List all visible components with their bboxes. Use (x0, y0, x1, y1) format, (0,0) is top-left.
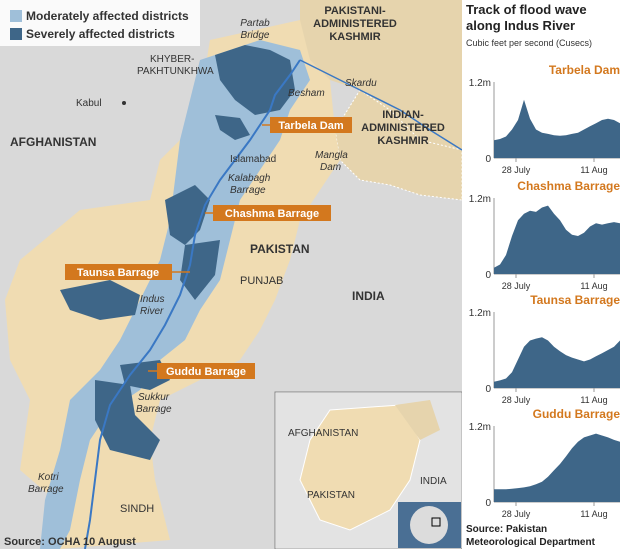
inset-label-afghanistan: AFGHANISTAN (288, 428, 358, 439)
barrage-label-bg-taunsa (65, 264, 172, 280)
moderate-districts (40, 40, 310, 549)
globe-locator-square (431, 517, 441, 527)
chart-x-tick-2-1: 11 Aug (580, 395, 607, 405)
label-kotri-2: Barrage (28, 484, 64, 495)
label-kabul: Kabul (76, 98, 102, 109)
label-sindh: SINDH (120, 503, 154, 515)
label-partab-1: Partab (240, 18, 270, 29)
chart-area-0 (494, 99, 620, 158)
legend-box (0, 0, 200, 46)
chart-y-tick-1-1: 1.2m (469, 194, 491, 205)
flood-wave-panel: Track of flood wave along Indus River Cu… (462, 0, 624, 549)
chart-x-tick-3-1: 11 Aug (580, 509, 607, 519)
inset-kashmir (395, 400, 440, 440)
label-ind-kashmir-1: INDIAN- (382, 109, 424, 121)
chart-y-tick-0-0: 0 (485, 154, 491, 165)
severe-districts-balochistan (60, 280, 140, 320)
flood-wave-charts: Tarbela Dam 0 1.2m 28 July 11 Aug Chashma Bar… (469, 63, 621, 519)
severe-districts-chashma (165, 185, 210, 245)
indus-upper-course (299, 59, 462, 151)
label-punjab: PUNJAB (240, 275, 283, 287)
label-kalabagh-1: Kalabagh (228, 173, 271, 184)
label-khyber-1: KHYBER- (150, 54, 194, 65)
label-indus-2: River (140, 306, 164, 317)
barrage-label-tarbela: Tarbela Dam (278, 120, 343, 132)
label-mangla-2: Dam (320, 162, 341, 173)
chart-title-3: Guddu Barrage (533, 407, 621, 421)
severe-districts-sukkur (95, 380, 160, 460)
severe-districts-taunsa (180, 240, 220, 300)
label-pak-kashmir-3: KASHMIR (329, 31, 380, 43)
barrage-label-chashma: Chashma Barrage (225, 208, 319, 220)
label-india: INDIA (352, 289, 385, 303)
globe-icon (410, 506, 448, 544)
panel-source-2: Meteorological Department (466, 537, 596, 548)
barrage-label-guddu: Guddu Barrage (166, 366, 246, 378)
label-kalabagh-2: Barrage (230, 185, 266, 196)
label-sukkur-2: Barrage (136, 404, 172, 415)
panel-title-2: along Indus River (466, 18, 575, 33)
inset-label-pakistan: PAKISTAN (307, 490, 355, 501)
kabul-dot (122, 101, 126, 105)
label-pakistan: PAKISTAN (250, 242, 310, 256)
chart-area-2 (494, 337, 620, 388)
pakistani-kashmir-region (300, 0, 462, 150)
chart-title-0: Tarbela Dam (549, 63, 620, 77)
chart-y-tick-2-1: 1.2m (469, 308, 491, 319)
chart-y-tick-1-0: 0 (485, 270, 491, 281)
indian-kashmir-region (334, 89, 462, 201)
chart-x-tick-1-1: 11 Aug (580, 281, 607, 291)
label-skardu: Skardu (345, 78, 377, 89)
barrage-label-bg-guddu (157, 363, 255, 379)
legend-moderate-label: Moderately affected districts (26, 9, 189, 23)
chart-area-3 (494, 433, 620, 502)
inset-label-india: INDIA (420, 476, 447, 487)
label-khyber-2: PAKHTUNKHWA (137, 66, 214, 77)
legend-severe-label: Severely affected districts (26, 27, 175, 41)
barrage-label-bg-tarbela (270, 117, 352, 133)
legend-swatch-moderate (10, 10, 22, 22)
barrage-label-taunsa: Taunsa Barrage (77, 267, 159, 279)
panel-subtitle: Cubic feet per second (Cusecs) (466, 38, 592, 48)
chart-y-tick-2-0: 0 (485, 384, 491, 395)
label-besham: Besham (288, 88, 325, 99)
label-afghanistan: AFGHANISTAN (10, 135, 96, 149)
label-sukkur-1: Sukkur (138, 392, 170, 403)
label-kotri-1: Kotri (38, 472, 59, 483)
chart-y-tick-3-0: 0 (485, 498, 491, 509)
label-mangla-1: Mangla (315, 150, 348, 161)
label-ind-kashmir-3: KASHMIR (377, 135, 428, 147)
map-source: Source: OCHA 10 August (4, 536, 136, 548)
chart-x-tick-0-1: 11 Aug (580, 165, 607, 175)
indus-river (84, 59, 301, 549)
chart-title-2: Taunsa Barrage (530, 293, 620, 307)
label-islamabad: Islamabad (230, 154, 276, 165)
chart-area-1 (494, 205, 620, 274)
severe-districts-tarbela (215, 115, 250, 140)
panel-title-1: Track of flood wave (466, 2, 587, 17)
label-ind-kashmir-2: ADMINISTERED (361, 122, 445, 134)
chart-x-tick-3-0: 28 July (502, 509, 531, 519)
label-pak-kashmir-1: PAKISTANI- (324, 5, 386, 17)
label-pak-kashmir-2: ADMINISTERED (313, 18, 397, 30)
barrage-label-bg-chashma (213, 205, 331, 221)
inset-locator-map: AFGHANISTAN PAKISTAN INDIA (274, 391, 462, 549)
chart-x-tick-0-0: 28 July (502, 165, 531, 175)
chart-x-tick-2-0: 28 July (502, 395, 531, 405)
chart-x-tick-1-0: 28 July (502, 281, 531, 291)
panel-source-1: Source: Pakistan (466, 524, 547, 535)
chart-y-tick-0-1: 1.2m (469, 78, 491, 89)
pakistan-flood-map: Moderately affected districts Severely a… (0, 0, 462, 549)
label-indus-1: Indus (140, 294, 164, 305)
chart-y-tick-3-1: 1.2m (469, 422, 491, 433)
label-partab-2: Bridge (241, 30, 270, 41)
legend-swatch-severe (10, 28, 22, 40)
chart-title-1: Chashma Barrage (517, 179, 620, 193)
